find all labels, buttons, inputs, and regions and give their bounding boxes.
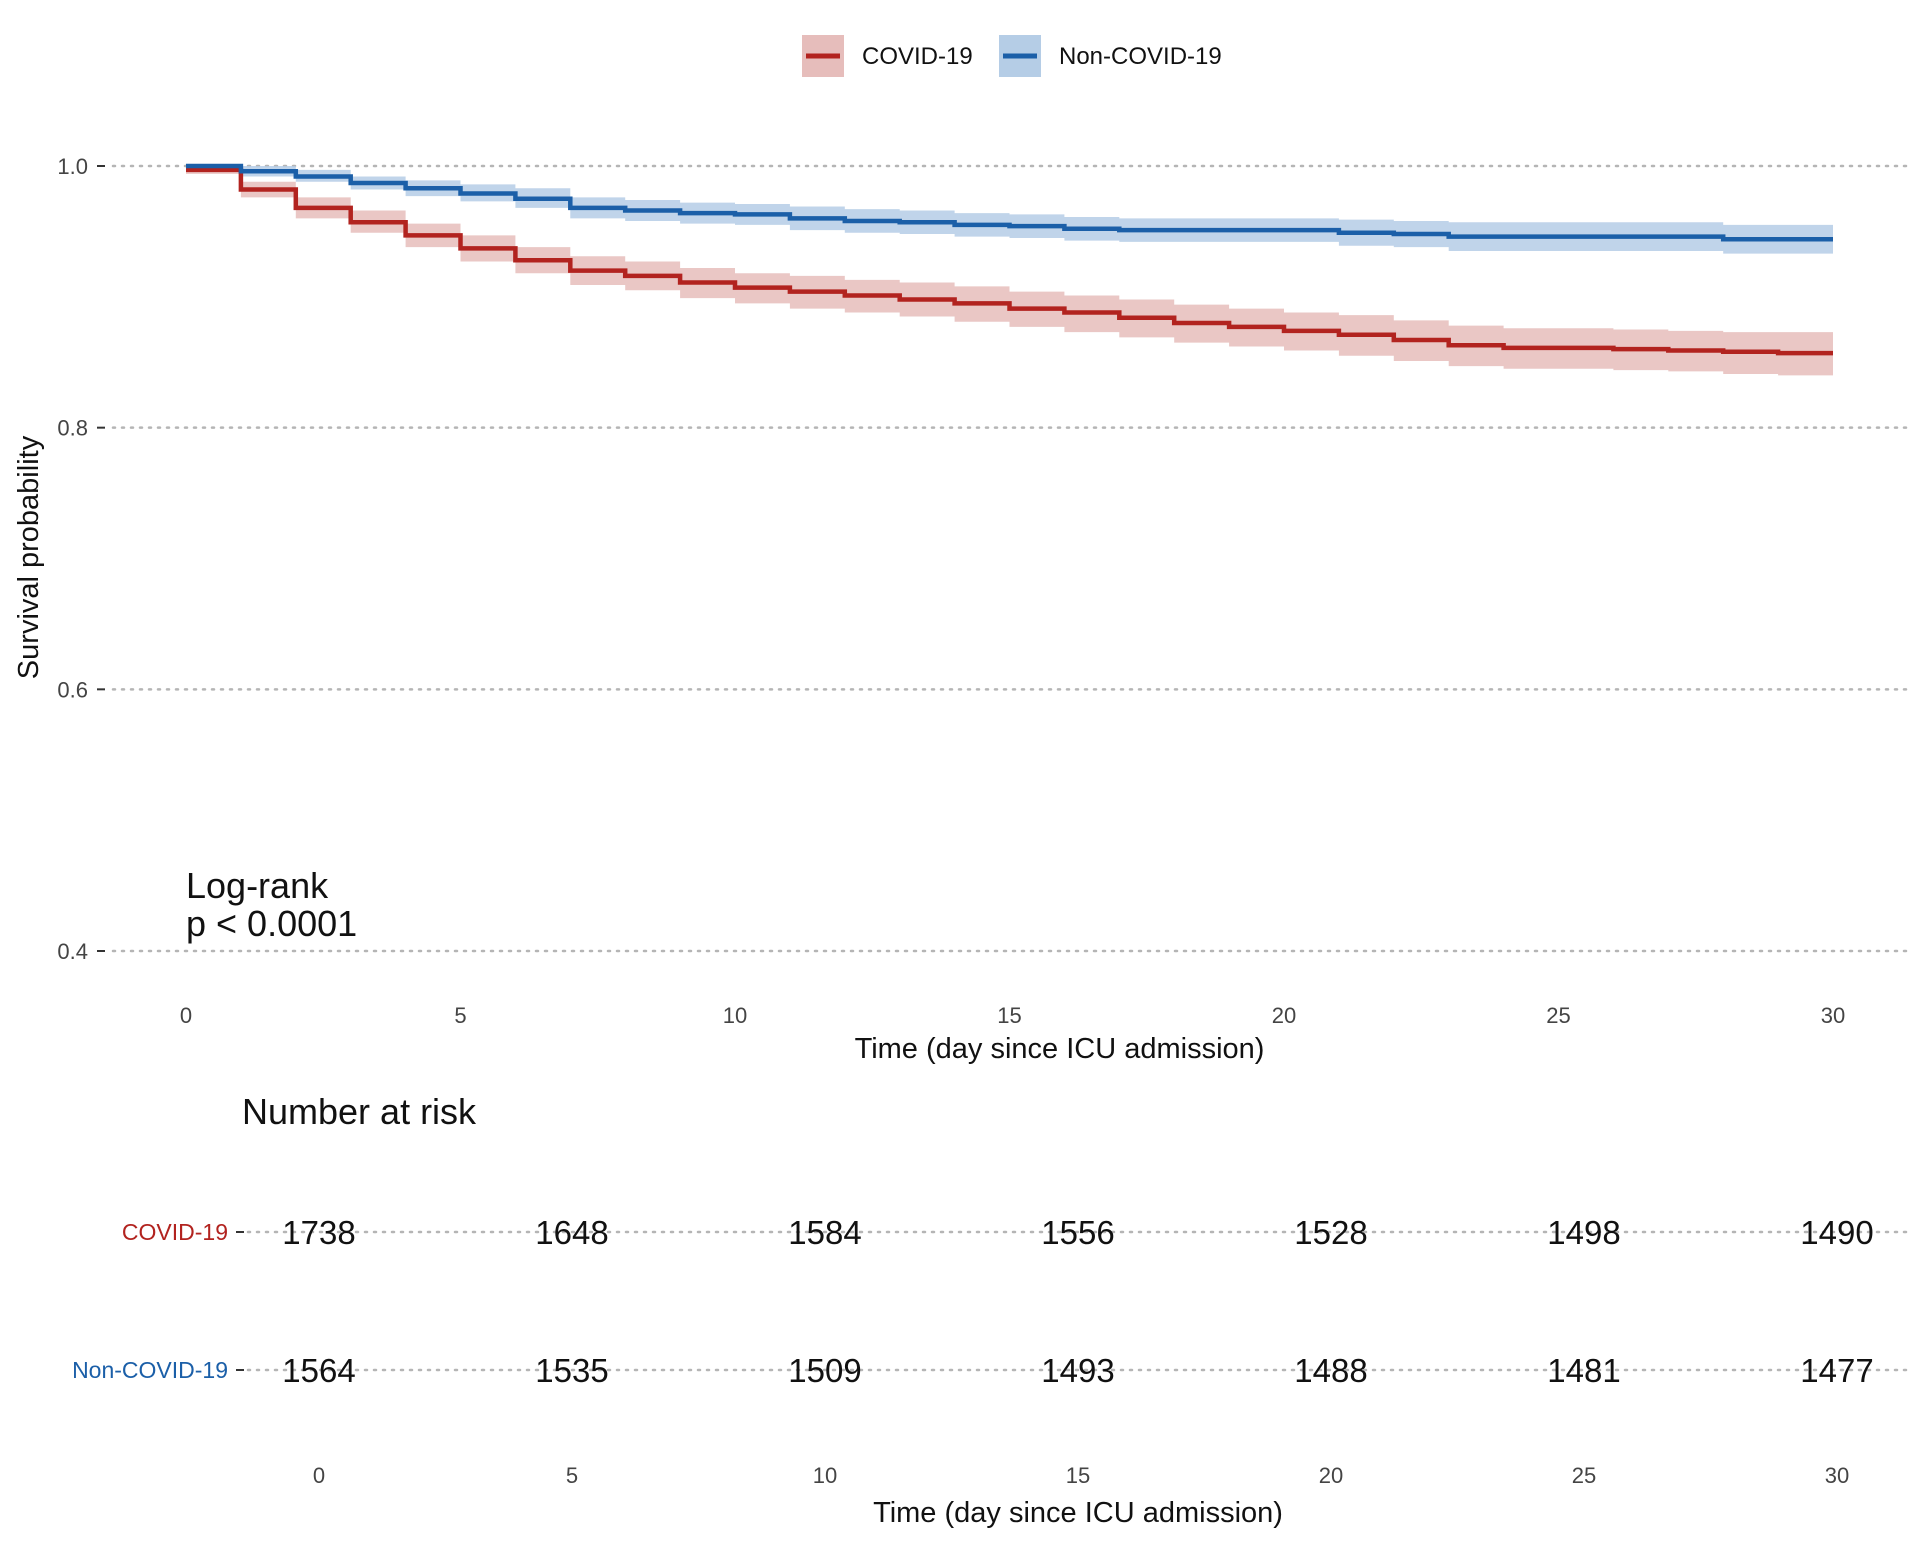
x-axis: 0 5 10 15 20 25 30: [180, 1003, 1845, 1028]
risk-count: 1535: [535, 1352, 608, 1389]
risk-x-axis-title: Time (day since ICU admission): [873, 1497, 1283, 1529]
covid-ci-band: [186, 166, 1833, 376]
legend-item: COVID-19: [802, 35, 973, 77]
risk-row: COVID-19 1738 1648 1584 1556 1528 1498 1490: [122, 1214, 1914, 1251]
risk-count: 1528: [1294, 1214, 1367, 1251]
y-axis: 0.4 0.6 0.8 1.0: [57, 154, 105, 964]
risk-count: 1488: [1294, 1352, 1367, 1389]
risk-x-tick-label: 15: [1066, 1463, 1090, 1488]
y-gridlines: [111, 164, 1914, 953]
risk-row-label: Non-COVID-19: [72, 1357, 228, 1383]
risk-row-label: COVID-19: [122, 1219, 228, 1245]
legend: COVID-19 Non-COVID-19: [802, 35, 1222, 77]
risk-x-tick-label: 10: [813, 1463, 837, 1488]
risk-row: Non-COVID-19 1564 1535 1509 1493 1488 1481 1477: [72, 1352, 1914, 1389]
risk-x-axis: 0 5 10 15 20 25 30: [313, 1463, 1849, 1488]
y-axis-title: Survival probability: [13, 435, 45, 679]
risk-x-tick-label: 25: [1572, 1463, 1596, 1488]
legend-label: COVID-19: [862, 43, 973, 70]
covid-survival-curve: [186, 167, 1833, 356]
y-tick-label: 0.8: [57, 416, 88, 441]
noncovid-ci-band: [186, 166, 1833, 254]
pvalue-label: p < 0.0001: [186, 903, 357, 944]
risk-count: 1564: [282, 1352, 355, 1389]
x-tick-label: 0: [180, 1003, 192, 1028]
risk-table-title: Number at risk: [242, 1091, 477, 1132]
x-tick-label: 10: [723, 1003, 747, 1028]
risk-count: 1509: [788, 1352, 861, 1389]
risk-count: 1556: [1041, 1214, 1114, 1251]
legend-item: Non-COVID-19: [999, 35, 1222, 77]
risk-x-tick-label: 30: [1825, 1463, 1849, 1488]
risk-count: 1493: [1041, 1352, 1114, 1389]
risk-count: 1481: [1547, 1352, 1620, 1389]
risk-count: 1584: [788, 1214, 861, 1251]
confidence-bands: [186, 166, 1833, 376]
logrank-label: Log-rank: [186, 865, 329, 906]
risk-count: 1477: [1800, 1352, 1873, 1389]
survival-plot: 0.4 0.6 0.8 1.0 0 5 10 15 20 25 30 Survival proba…: [13, 154, 1914, 1065]
risk-count: 1648: [535, 1214, 608, 1251]
legend-label: Non-COVID-19: [1059, 43, 1222, 70]
x-axis-title: Time (day since ICU admission): [855, 1033, 1265, 1065]
x-tick-label: 25: [1546, 1003, 1570, 1028]
x-tick-label: 30: [1821, 1003, 1845, 1028]
risk-table: Number at risk COVID-19 1738 1648 1584 1556 1…: [72, 1091, 1914, 1529]
risk-x-tick-label: 20: [1319, 1463, 1343, 1488]
risk-count: 1490: [1800, 1214, 1873, 1251]
y-tick-label: 0.6: [57, 677, 88, 702]
risk-count: 1738: [282, 1214, 355, 1251]
y-tick-label: 1.0: [57, 154, 88, 179]
noncovid-survival-curve: [186, 163, 1833, 242]
risk-table-rows: COVID-19 1738 1648 1584 1556 1528 1498 1490 Non-…: [72, 1214, 1914, 1389]
y-tick-label: 0.4: [57, 939, 88, 964]
risk-count: 1498: [1547, 1214, 1620, 1251]
survival-curves: [186, 163, 1833, 356]
risk-x-tick-label: 0: [313, 1463, 325, 1488]
risk-x-tick-label: 5: [566, 1463, 578, 1488]
x-tick-label: 20: [1272, 1003, 1296, 1028]
x-tick-label: 15: [997, 1003, 1021, 1028]
x-tick-label: 5: [454, 1003, 466, 1028]
